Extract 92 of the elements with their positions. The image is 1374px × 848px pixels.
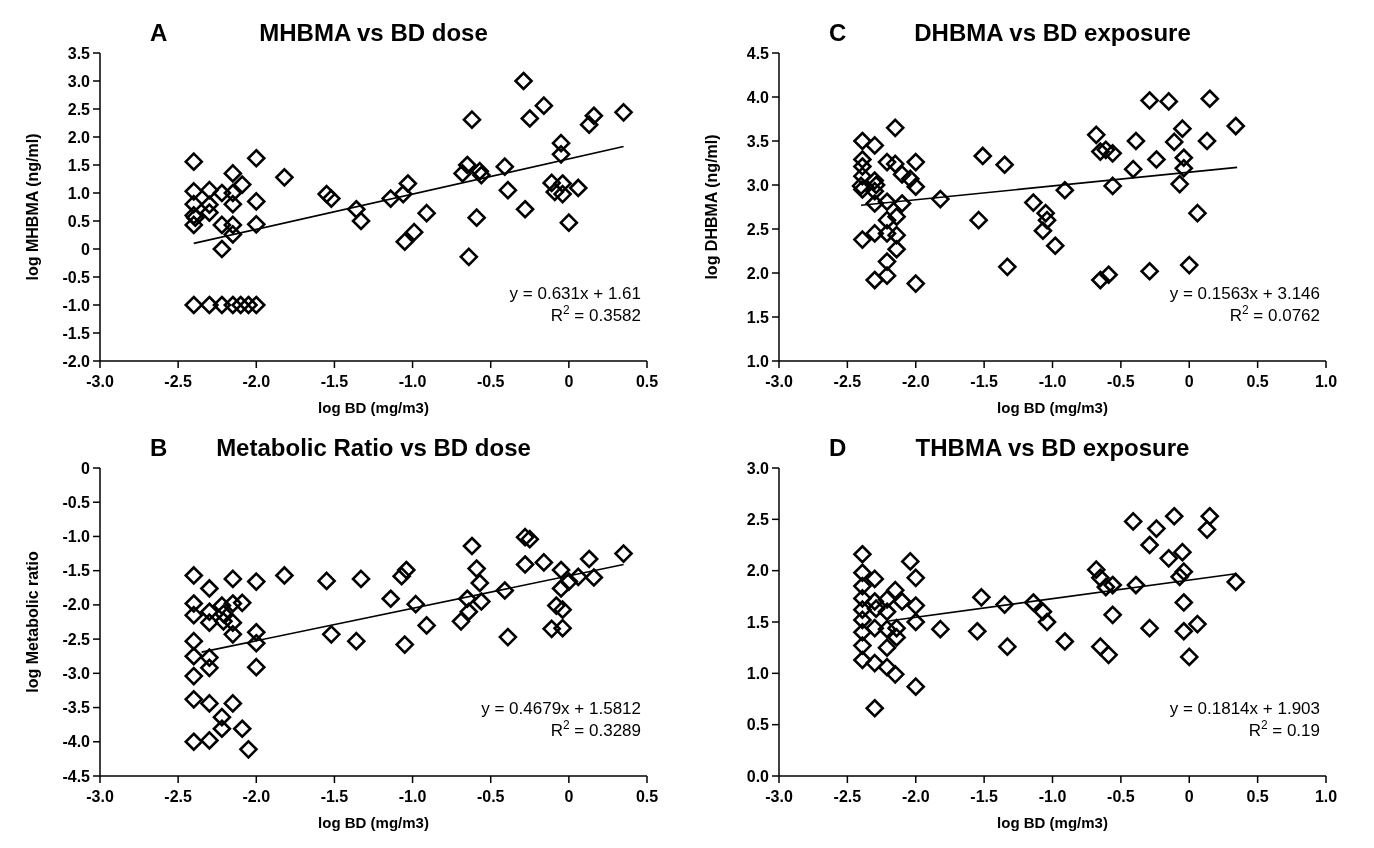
text: D <box>829 434 847 461</box>
x-tick-label: 0 <box>564 788 574 805</box>
x-tick-label: 0.5 <box>635 788 659 805</box>
y-tick-label: 1.0 <box>746 664 770 682</box>
x-tick-label: -1.0 <box>1038 788 1067 805</box>
y-tick-label: 2.0 <box>746 562 770 580</box>
y-tick-label: 4.0 <box>746 88 770 106</box>
x-axis-title: log BD (mg/m3) <box>318 814 429 831</box>
y-tick-label: -3.5 <box>62 699 91 717</box>
y-tick-label: -1.0 <box>62 528 91 546</box>
y-tick-label: 2.5 <box>67 100 91 118</box>
y-tick-label: -4.5 <box>62 767 91 785</box>
x-tick-label: -2.5 <box>164 788 193 805</box>
y-tick-label: -2.0 <box>62 596 91 614</box>
y-tick-label: 3.0 <box>67 72 91 90</box>
annotation: y = 0.1814x + 1.903 <box>1169 699 1320 718</box>
x-axis-title: log BD (mg/m3) <box>318 399 429 416</box>
text: B <box>150 434 168 461</box>
annotation: R$^{2}$ = 0.3582 <box>550 303 641 325</box>
y-tick-label: -1.5 <box>62 324 91 342</box>
x-tick-label: -0.5 <box>476 373 505 390</box>
y-tick-label: 1.5 <box>67 156 91 174</box>
x-tick-label: -1.5 <box>320 788 349 805</box>
x-tick-label: -3.0 <box>765 373 793 390</box>
annotation: R$^{2}$ = 0.19 <box>1248 718 1320 740</box>
y-tick-label: -4.0 <box>62 733 91 751</box>
x-tick-label: 0.5 <box>1246 788 1269 805</box>
y-tick-label: 3.5 <box>67 44 91 62</box>
y-tick-label: 3.0 <box>746 459 770 477</box>
x-tick-label: 0.5 <box>635 373 659 390</box>
y-tick-label: 1.5 <box>746 613 770 631</box>
x-tick-label: -0.5 <box>1107 788 1135 805</box>
x-tick-label: -3.0 <box>765 788 793 805</box>
y-tick-label: 3.0 <box>746 176 770 194</box>
y-tick-label: 4.5 <box>746 44 770 62</box>
annotation: y = 0.1563x + 3.146 <box>1169 284 1320 303</box>
y-tick-label: -0.5 <box>62 268 91 286</box>
x-tick-label: 1.0 <box>1314 373 1338 390</box>
y-tick-label: -1.5 <box>62 562 91 580</box>
y-tick-label: 0.0 <box>746 767 770 785</box>
y-tick-label: 2.0 <box>746 264 770 282</box>
x-tick-label: 0 <box>1184 788 1194 805</box>
x-tick-label: -0.5 <box>1107 373 1135 390</box>
y-tick-label: 0.5 <box>746 716 770 734</box>
y-tick-label: -0.5 <box>62 493 91 511</box>
y-tick-label: 1.0 <box>67 184 91 202</box>
y-tick-label: 0.5 <box>67 212 91 230</box>
y-tick-label: -3.0 <box>62 664 91 682</box>
x-tick-label: 0.5 <box>1246 373 1269 390</box>
y-tick-label: 1.0 <box>746 352 770 370</box>
y-tick-label: 0 <box>81 240 91 258</box>
x-tick-label: -1.5 <box>320 373 349 390</box>
y-tick-label: -1.0 <box>62 296 91 314</box>
x-axis-title: log BD (mg/m3) <box>997 399 1108 416</box>
annotation: R$^{2}$ = 0.3289 <box>550 718 641 740</box>
y-tick-label: 2.5 <box>746 220 770 238</box>
x-tick-label: -2.0 <box>901 788 930 805</box>
text: C <box>829 19 847 46</box>
x-tick-label: 0 <box>564 373 574 390</box>
x-tick-label: -2.5 <box>164 373 193 390</box>
x-tick-label: -2.5 <box>833 373 862 390</box>
y-tick-label: 3.5 <box>746 132 770 150</box>
y-axis-title: log DHBMA (ng/ml) <box>703 134 720 280</box>
x-tick-label: -1.0 <box>1038 373 1067 390</box>
x-axis-title: log BD (mg/m3) <box>997 814 1108 831</box>
x-tick-label: -2.0 <box>242 788 271 805</box>
chart-title: DHBMA vs BD exposure <box>914 19 1191 46</box>
y-tick-label: -2.0 <box>62 352 91 370</box>
x-tick-label: -0.5 <box>476 788 505 805</box>
y-axis-title: log MHBMA (ng/ml) <box>24 133 41 281</box>
chart-title: Metabolic Ratio vs BD dose <box>216 434 531 461</box>
chart-title: THBMA vs BD exposure <box>915 434 1190 461</box>
y-axis-title: log Metabolic ratio <box>24 551 41 693</box>
x-tick-label: -1.5 <box>970 788 999 805</box>
y-tick-label: 2.5 <box>746 510 770 528</box>
x-tick-label: 1.0 <box>1314 788 1338 805</box>
y-tick-label: -2.5 <box>62 630 91 648</box>
y-tick-label: 1.5 <box>746 308 770 326</box>
y-tick-label: 0 <box>81 459 91 477</box>
x-tick-label: 0 <box>1184 373 1194 390</box>
annotation: y = 0.4679x + 1.5812 <box>481 699 641 718</box>
x-tick-label: -2.5 <box>833 788 862 805</box>
x-tick-label: -1.5 <box>970 373 999 390</box>
x-tick-label: -2.0 <box>901 373 930 390</box>
annotation: R$^{2}$ = 0.0762 <box>1229 303 1320 325</box>
text: A <box>150 19 168 46</box>
x-tick-label: -1.0 <box>398 788 427 805</box>
y-tick-label: 2.0 <box>67 128 91 146</box>
annotation: y = 0.631x + 1.61 <box>509 284 641 303</box>
chart-title: MHBMA vs BD dose <box>259 19 488 46</box>
x-tick-label: -1.0 <box>398 373 427 390</box>
x-tick-label: -2.0 <box>242 373 271 390</box>
